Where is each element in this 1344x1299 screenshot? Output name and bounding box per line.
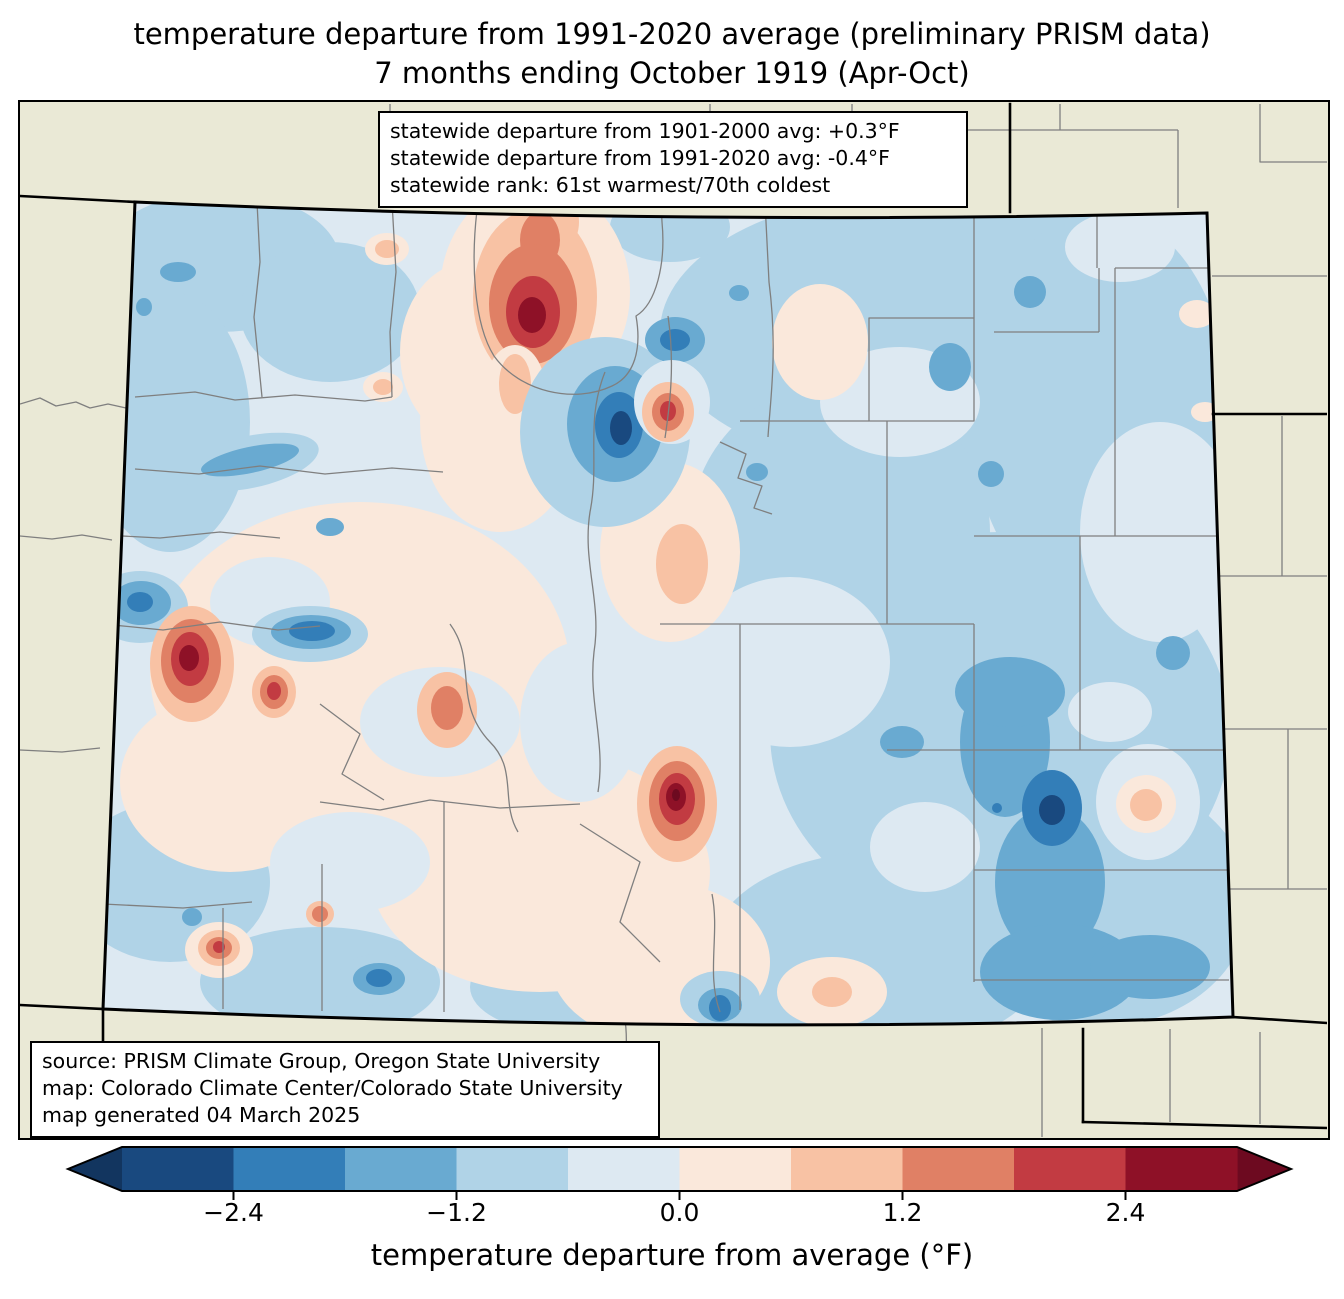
figure-title-line2: 7 months ending October 1919 (Apr-Oct) [374,56,970,90]
colorbar-axis-label: temperature departure from average (°F) [370,1238,974,1272]
stats-line-2: statewide departure from 1991-2020 avg: … [390,146,890,171]
colorbar-over-arrow [1237,1147,1291,1191]
map-axes [18,100,1330,1140]
colorbar-under-arrow [68,1147,122,1191]
colorbar-tick-label: 1.2 [882,1198,923,1227]
source-box: source: PRISM Climate Group, Oregon Stat… [30,1041,660,1139]
colorbar-segment [233,1147,346,1191]
colorbar-segment [679,1147,792,1191]
source-line-2: map: Colorado Climate Center/Colorado St… [42,1076,623,1101]
cold-anomaly-east [955,636,1210,1020]
stats-line-3: statewide rank: 61st warmest/70th coldes… [390,173,831,198]
anomaly-spots-northwest [136,233,1046,536]
colorbar-tick-label: 2.4 [1105,1198,1146,1227]
source-line-1: source: PRISM Climate Group, Oregon Stat… [42,1049,601,1073]
stats-box: statewide departure from 1901-2000 avg: … [378,111,968,209]
colorbar-segment [568,1147,681,1191]
colorbar-outline [65,1146,1294,1192]
colorbar-tick-label: 0.0 [659,1198,700,1227]
colorbar-segment [791,1147,904,1191]
neighbor-county-lines [20,104,1327,1137]
colorbar-tick-labels: −2.4 −1.2 0.0 1.2 2.4 [60,1198,1300,1232]
colorbar-segment [122,1147,235,1191]
colorbar-segment [456,1147,569,1191]
county-boundaries [103,202,1233,1013]
colorbar-segment [345,1147,458,1191]
colorbar-ticks [232,1191,1127,1200]
figure-title-line1: temperature departure from 1991-2020 ave… [133,17,1211,51]
temperature-anomaly-contours [103,202,1233,1025]
colorbar-segment [1125,1147,1238,1191]
colorbar-tick-label: −1.2 [426,1198,487,1227]
hot-anomaly-south-central [182,726,924,1025]
colorbar-tick-label: −2.4 [203,1198,264,1227]
colorbar-segment [902,1147,1015,1191]
colorbar [65,1146,1294,1200]
colorado-anomaly-map [20,102,1327,1137]
cold-anomaly-north [520,317,710,527]
colorbar-segments [122,1147,1238,1191]
stats-line-1: statewide departure from 1901-2000 avg: … [390,119,900,143]
colorbar-segment [1014,1147,1127,1191]
source-line-3: map generated 04 March 2025 [42,1103,361,1128]
